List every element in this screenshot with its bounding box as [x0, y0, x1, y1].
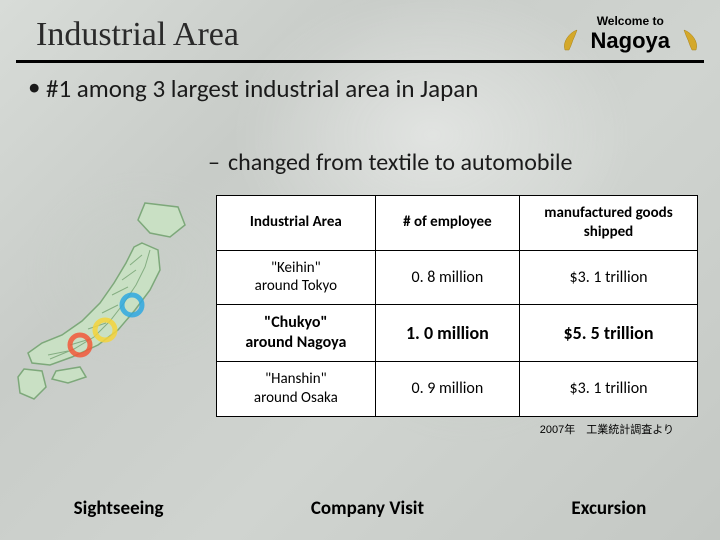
cell-area: "Keihin"around Tokyo [217, 250, 376, 305]
cell-employee: 0. 9 million [375, 362, 519, 417]
footer-excursion: Excursion [571, 497, 646, 520]
table-row: "Hanshin"around Osaka0. 9 million$3. 1 t… [217, 362, 698, 417]
cell-shipped: $3. 1 trillion [520, 362, 698, 417]
source-note: 2007年 工業統計調査より [216, 417, 698, 437]
welcome-bottom-text: Nagoya [591, 28, 670, 54]
table-row: "Chukyo"around Nagoya1. 0 million$5. 5 t… [217, 305, 698, 362]
table-row: "Keihin"around Tokyo0. 8 million$3. 1 tr… [217, 250, 698, 305]
ornament-right-icon [680, 28, 700, 52]
footer-company-visit: Company Visit [311, 497, 424, 520]
ornament-left-icon [561, 28, 581, 52]
cell-employee: 1. 0 million [375, 305, 519, 362]
col-area: Industrial Area [217, 196, 376, 251]
bullet-main: #1 among 3 largest industrial area in Ja… [28, 73, 692, 104]
bullet-list: #1 among 3 largest industrial area in Ja… [0, 63, 720, 177]
bullet-sub: changed from textile to automobile [28, 148, 692, 177]
welcome-top-text: Welcome to [591, 14, 670, 28]
header: Industrial Area Welcome to Nagoya [16, 0, 704, 63]
col-employee: # of employee [375, 196, 519, 251]
japan-map [10, 195, 210, 405]
welcome-badge: Welcome to Nagoya [577, 14, 684, 54]
cell-area: "Hanshin"around Osaka [217, 362, 376, 417]
cell-area: "Chukyo"around Nagoya [217, 305, 376, 362]
footer-nav: Sightseeing Company Visit Excursion [0, 497, 720, 520]
page-title: Industrial Area [36, 16, 239, 54]
cell-employee: 0. 8 million [375, 250, 519, 305]
cell-shipped: $5. 5 trillion [520, 305, 698, 362]
footer-sightseeing: Sightseeing [74, 497, 164, 520]
industrial-table: Industrial Area # of employee manufactur… [216, 195, 698, 437]
cell-shipped: $3. 1 trillion [520, 250, 698, 305]
table-header-row: Industrial Area # of employee manufactur… [217, 196, 698, 251]
col-shipped: manufactured goods shipped [520, 196, 698, 251]
